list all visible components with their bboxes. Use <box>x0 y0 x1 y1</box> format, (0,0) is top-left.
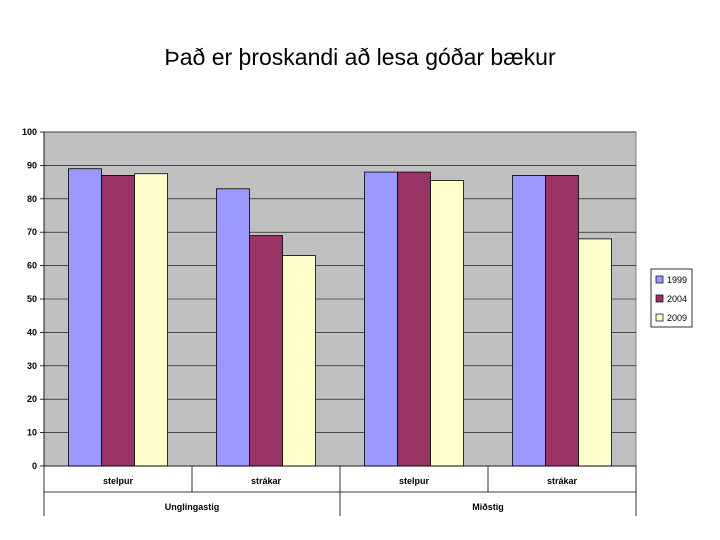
y-tick-label: 0 <box>32 461 37 471</box>
bar-2004-1 <box>101 175 135 467</box>
bar-2004-4 <box>545 175 579 467</box>
legend-label-2004: 2004 <box>667 294 687 304</box>
slide-title: Það er þroskandi að lesa góðar bækur <box>164 44 556 70</box>
x-category-label: stelpur <box>399 476 430 486</box>
y-tick-label: 100 <box>22 127 37 137</box>
bar-2009-1 <box>134 173 168 467</box>
y-tick-label: 80 <box>27 194 37 204</box>
y-tick-label: 60 <box>27 261 37 271</box>
bar-1999-3 <box>364 171 398 467</box>
bar-2009-2 <box>282 255 316 467</box>
legend-swatch-2009 <box>655 313 664 322</box>
legend-label-1999: 1999 <box>667 275 687 285</box>
bar-2004-2 <box>249 235 283 467</box>
y-tick-label: 40 <box>27 327 37 337</box>
legend-label-2009: 2009 <box>667 313 687 323</box>
y-tick-label: 70 <box>27 227 37 237</box>
bar-2004-3 <box>397 171 431 467</box>
y-tick-label: 20 <box>27 394 37 404</box>
bar-2009-4 <box>578 238 612 467</box>
x-category-label: stelpur <box>103 476 134 486</box>
y-tick-label: 90 <box>27 160 37 170</box>
x-category-label: strákar <box>547 476 578 486</box>
y-tick-label: 50 <box>27 294 37 304</box>
x-group-label: Miðstig <box>472 502 504 512</box>
x-category-label: strákar <box>251 476 282 486</box>
legend-swatch-2004 <box>655 294 664 303</box>
legend-swatch-1999 <box>655 275 664 284</box>
x-group-label: Unglingastig <box>165 502 220 512</box>
y-tick-label: 10 <box>27 428 37 438</box>
bar-1999-1 <box>68 168 102 467</box>
y-tick-label: 30 <box>27 361 37 371</box>
bar-1999-4 <box>512 175 546 467</box>
bar-2009-3 <box>430 180 464 467</box>
bar-1999-2 <box>216 188 250 467</box>
